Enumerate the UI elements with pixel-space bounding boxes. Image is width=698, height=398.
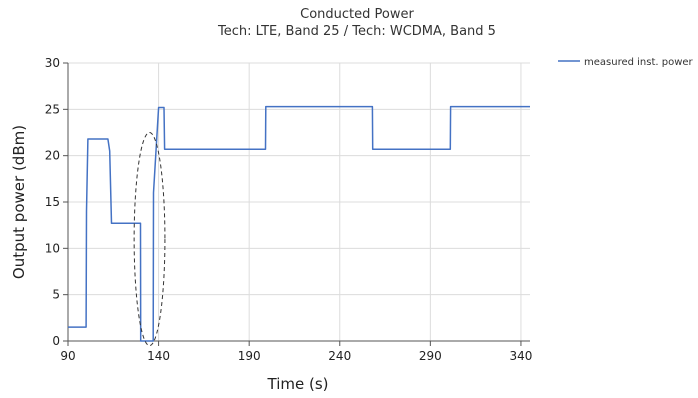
annotations <box>133 132 166 347</box>
y-tick-label: 25 <box>45 102 60 116</box>
x-tick-label: 140 <box>147 349 170 363</box>
y-ticks: 0 5 10 15 20 25 30 <box>45 56 68 348</box>
legend: measured inst. power <box>558 57 694 68</box>
chart-subtitle: Tech: LTE, Band 25 / Tech: WCDMA, Band 5 <box>217 24 496 39</box>
highlight-ellipse <box>133 132 166 347</box>
chart-title: Conducted Power <box>300 7 414 22</box>
y-tick-label: 10 <box>45 241 60 255</box>
y-tick-label: 15 <box>45 195 60 209</box>
x-ticks: 90 140 190 240 290 340 <box>60 341 532 363</box>
x-tick-label: 290 <box>419 349 442 363</box>
x-tick-label: 190 <box>238 349 261 363</box>
x-axis-label: Time (s) <box>267 375 329 393</box>
y-tick-label: 5 <box>52 288 60 302</box>
series-group <box>68 105 530 342</box>
x-tick-label: 90 <box>60 349 75 363</box>
series-line <box>68 105 530 342</box>
grid <box>67 62 530 342</box>
legend-label: measured inst. power <box>584 57 694 68</box>
y-tick-label: 0 <box>52 334 60 348</box>
y-axis-label: Output power (dBm) <box>10 125 28 279</box>
y-tick-label: 20 <box>45 149 60 163</box>
y-tick-label: 30 <box>45 56 60 70</box>
x-tick-label: 240 <box>328 349 351 363</box>
x-tick-label: 340 <box>509 349 532 363</box>
